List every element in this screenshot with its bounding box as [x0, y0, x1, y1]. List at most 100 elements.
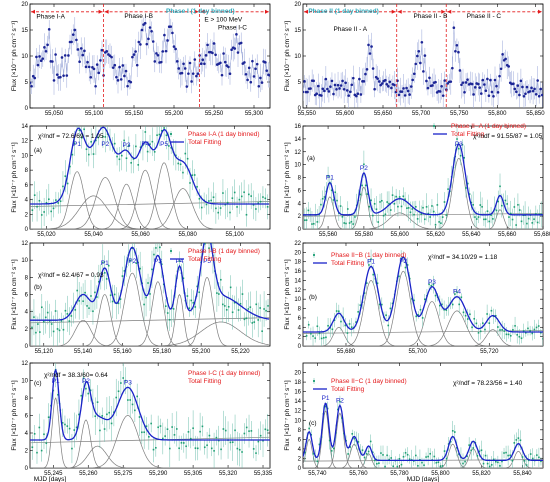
data-point: [120, 154, 123, 157]
x-tick-label: 55,660: [498, 232, 517, 238]
data-point: [55, 199, 57, 201]
data-point: [348, 90, 352, 94]
arrow-head: [538, 9, 542, 14]
legend: Phase I-A (1 day binned)Total Fitting: [170, 131, 260, 146]
data-point: [66, 182, 69, 185]
data-point: [388, 80, 392, 84]
data-point: [460, 296, 463, 299]
data-point: [30, 84, 33, 88]
data-point: [255, 303, 258, 306]
chart-panel-I-A: 55,020 55,040 55,060 55,080 55,100 0 2 4 6 8 10 12 1…: [11, 117, 271, 238]
data-point: [217, 211, 220, 214]
data-point: [318, 332, 321, 335]
data-point: [113, 142, 116, 145]
y-tick-label: 8: [298, 307, 302, 313]
data-point: [175, 60, 179, 63]
data-point: [312, 452, 315, 455]
data-point: [495, 460, 497, 463]
data-point: [314, 337, 316, 339]
data-point: [504, 199, 507, 202]
data-point: [483, 83, 486, 86]
data-point: [126, 84, 129, 88]
data-point: [490, 464, 493, 466]
data-point: [433, 455, 436, 458]
data-point: [31, 446, 34, 449]
data-point: [89, 389, 92, 392]
data-point: [224, 429, 227, 432]
data-point: [102, 135, 104, 138]
data-point: [475, 322, 478, 325]
data-point: [344, 324, 347, 327]
data-point: [143, 303, 145, 306]
data-point: [248, 430, 250, 432]
y-tick-label: 0: [298, 106, 302, 112]
data-point: [239, 302, 242, 305]
data-point: [33, 433, 36, 435]
x-tick-label: 55,680: [534, 232, 550, 238]
data-point: [458, 69, 462, 72]
data-point: [330, 189, 333, 192]
data-point: [41, 306, 43, 309]
data-point: [191, 174, 194, 176]
data-point: [261, 330, 263, 333]
data-point: [36, 205, 38, 208]
data-point: [484, 218, 487, 221]
data-point: [460, 83, 463, 87]
data-point: [538, 456, 540, 459]
data-point: [361, 449, 364, 452]
y-tick-label: 2: [25, 212, 29, 218]
data-point: [407, 207, 410, 209]
data-point: [355, 94, 358, 98]
data-point: [138, 416, 141, 418]
chi-square-stat: χ²/ndf = 72.6/69 = 1.05: [38, 133, 104, 140]
data-point: [526, 222, 528, 225]
data-point: [540, 460, 542, 463]
data-point: [199, 62, 203, 65]
data-point: [68, 320, 71, 322]
arrow-head: [391, 9, 396, 14]
data-point: [104, 136, 107, 138]
y-tick-label: 10: [294, 418, 301, 424]
data-point: [238, 448, 241, 451]
data-point: [408, 93, 411, 96]
data-point: [38, 426, 41, 429]
data-point: [108, 411, 111, 414]
data-point: [370, 199, 372, 202]
data-point: [182, 62, 185, 66]
data-point: [189, 182, 191, 184]
data-point: [315, 92, 319, 96]
panel-tag: (b): [309, 294, 317, 301]
data-point: [31, 74, 35, 78]
component-curve: [30, 445, 270, 468]
data-point: [307, 323, 310, 326]
data-point: [498, 74, 501, 78]
data-point: [52, 79, 56, 82]
data-point: [386, 454, 388, 457]
data-point: [156, 134, 158, 136]
data-point: [379, 201, 381, 203]
plot-area: [30, 363, 270, 468]
data-point: [252, 448, 255, 450]
y-tick-label: 4: [25, 310, 29, 316]
data-point: [303, 80, 306, 83]
data-point: [350, 220, 353, 223]
data-point: [347, 94, 351, 97]
y-tick-label: 16: [294, 269, 301, 275]
y-tick-label: 0: [298, 227, 302, 233]
baseline-curve: [303, 330, 543, 334]
data-point: [382, 214, 385, 217]
legend: Phase I-C (1 day binned)Total Fitting: [188, 370, 260, 385]
data-point: [378, 462, 380, 465]
data-point: [482, 322, 484, 324]
data-point: [54, 310, 57, 312]
data-point: [88, 307, 90, 309]
data-point: [33, 194, 36, 196]
y-tick-label: 10: [294, 54, 301, 60]
data-point: [456, 291, 458, 294]
data-point: [344, 81, 347, 85]
data-point: [100, 117, 102, 119]
data-point: [88, 153, 90, 156]
data-point: [432, 210, 435, 213]
y-tick-label: 6: [298, 188, 302, 194]
data-point: [458, 303, 460, 306]
